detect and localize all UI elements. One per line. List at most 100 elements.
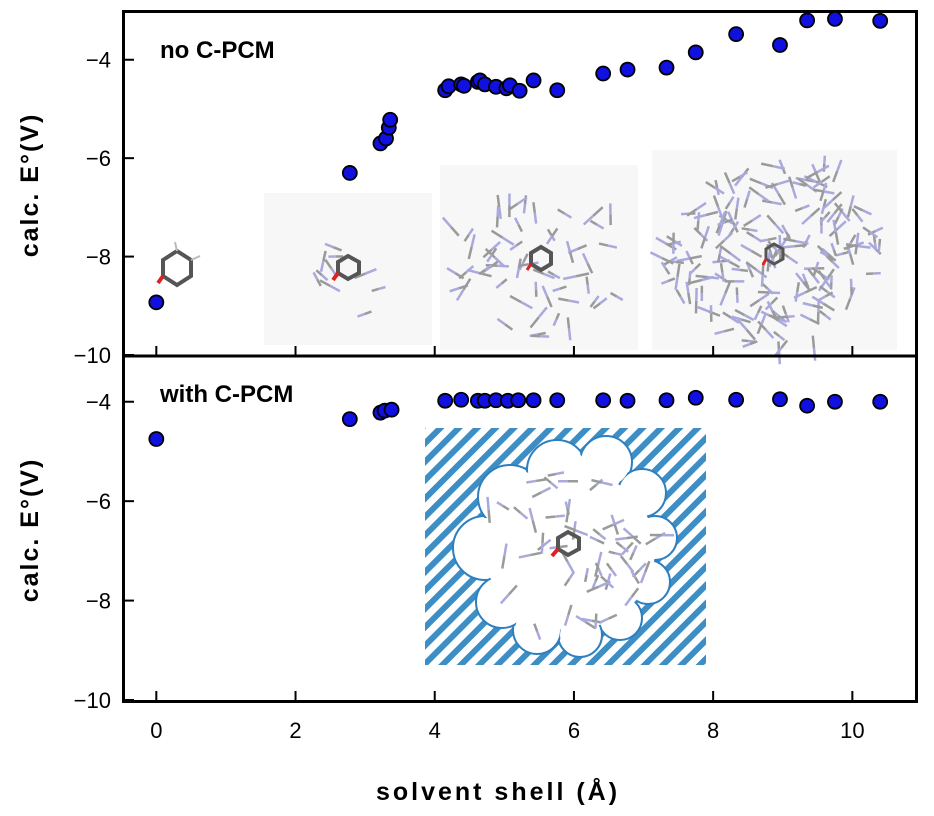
solvent-stick <box>731 175 741 183</box>
solvent-stick <box>467 227 475 236</box>
bottom-data-point <box>728 391 745 408</box>
solvent-stick <box>496 501 504 507</box>
solvent-stick <box>458 271 468 280</box>
solvent-stick <box>779 317 788 324</box>
solvent-stick <box>748 269 755 278</box>
solvent-stick <box>824 211 831 219</box>
bottom-data-point <box>827 393 843 410</box>
solvent-stick <box>784 313 790 323</box>
solvent-stick <box>591 478 603 484</box>
solvent-stick <box>687 278 691 286</box>
solvent-stick <box>756 323 763 335</box>
solvent-stick <box>616 295 624 302</box>
solvent-stick <box>719 263 724 273</box>
solvent-stick <box>862 226 871 234</box>
xtick-label: 2 <box>289 718 301 743</box>
solvent-stick <box>766 214 777 226</box>
top-data-point <box>619 61 636 78</box>
solvent-stick <box>501 236 515 246</box>
solvent-stick <box>566 507 570 515</box>
solvent-stick <box>541 285 549 297</box>
solvent-stick <box>783 237 797 243</box>
solvent-stick <box>558 297 569 302</box>
solvent-stick <box>878 238 882 246</box>
solvent-stick <box>743 198 749 208</box>
solvent-stick <box>778 159 784 168</box>
solvent-stick <box>449 225 460 237</box>
solvent-stick <box>592 206 604 217</box>
solvent-stick <box>745 261 758 271</box>
solvent-stick <box>853 205 864 212</box>
bottom-data-point <box>510 392 527 409</box>
solvent-stick <box>758 292 770 302</box>
solvent-stick <box>674 276 679 291</box>
solvent-stick <box>777 319 788 328</box>
solvent-stick <box>748 186 760 196</box>
xlabel: solvent shell (Å) <box>376 777 620 806</box>
solvent-stick <box>540 543 544 554</box>
solvent-stick <box>770 296 779 305</box>
solvent-stick <box>717 221 726 227</box>
solvent-stick <box>721 272 726 283</box>
solvent-stick <box>615 536 627 541</box>
solvent-stick <box>482 248 493 259</box>
solvent-stick <box>563 578 571 587</box>
solvent-stick <box>724 281 732 294</box>
top-data-point <box>799 12 816 29</box>
solvent-stick <box>553 273 561 280</box>
solvent-stick <box>478 268 486 276</box>
solvent-stick <box>805 234 811 242</box>
solvent-stick <box>606 573 612 582</box>
solvent-stick <box>714 179 719 188</box>
solvent-stick <box>500 278 508 285</box>
solvent-stick <box>686 208 698 217</box>
solvent-stick <box>822 198 828 207</box>
solvent-stick <box>724 218 733 224</box>
plot-frames <box>122 10 918 703</box>
solvent-stick <box>805 170 819 180</box>
solvent-stick <box>814 261 820 270</box>
solvent-stick <box>740 243 752 252</box>
solvent-stick <box>655 236 667 245</box>
solvent-stick <box>550 481 559 490</box>
solvent-stick <box>781 305 788 315</box>
solvent-stick <box>455 288 465 302</box>
solvent-stick <box>724 202 731 210</box>
top-ytick-label: −6 <box>86 146 111 171</box>
solvent-stick <box>528 507 534 521</box>
solvent-stick <box>798 182 807 187</box>
solvent-stick <box>749 228 758 233</box>
solvent-stick <box>812 348 817 361</box>
solvent-stick <box>497 206 502 220</box>
solvent-stick <box>669 256 678 262</box>
solvent-stick <box>312 271 319 280</box>
solvent-stick <box>599 617 609 624</box>
solvent-stick <box>576 244 588 251</box>
solvent-stick <box>575 272 590 278</box>
bottom-data-point <box>525 392 542 409</box>
solvent-stick <box>688 254 702 260</box>
solvent-stick <box>568 571 576 580</box>
solvent-stick <box>760 314 767 325</box>
solvent-stick <box>764 328 775 339</box>
solvent-stick <box>749 298 761 308</box>
solvent-stick <box>849 234 857 244</box>
solvent-stick <box>568 299 580 304</box>
solvent-stick <box>615 552 623 557</box>
solvent-stick <box>823 155 827 164</box>
solvent-stick <box>764 302 773 311</box>
solvent-stick <box>739 268 749 273</box>
solvent-stick <box>824 291 834 298</box>
solvent-stick <box>532 268 545 276</box>
solvent-stick <box>598 242 609 247</box>
solvent-stick <box>644 560 651 573</box>
solvent-stick <box>594 574 600 583</box>
solvent-stick <box>772 164 786 170</box>
solvent-stick <box>832 249 838 257</box>
solvent-stick <box>846 206 852 218</box>
solvent-stick <box>547 472 557 477</box>
solvent-stick <box>705 210 719 217</box>
solvent-stick <box>712 260 722 264</box>
solvent-stick <box>607 613 618 620</box>
solvent-stick <box>513 506 522 514</box>
